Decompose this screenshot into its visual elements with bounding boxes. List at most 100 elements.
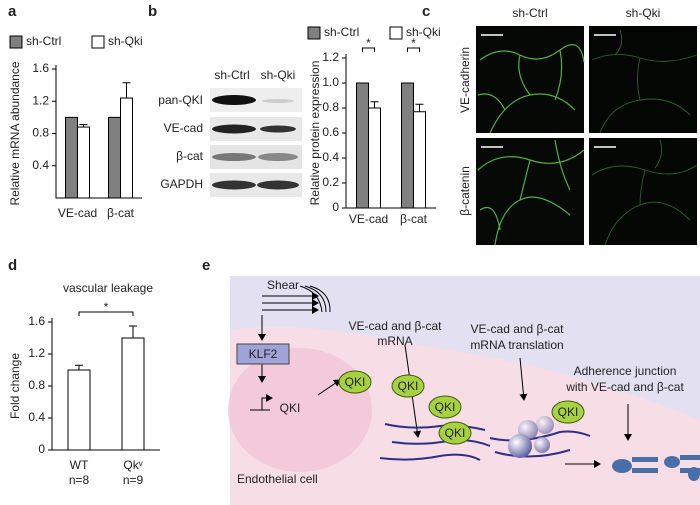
significance-bracket [362,47,375,52]
qki-oval [338,370,372,394]
x-tick-label: Qkᵛ [123,458,142,472]
qki-label: QKI [445,426,466,440]
qki-oval [428,395,462,419]
panel-label: a [8,3,17,20]
y-tick-label: 0 [38,442,45,456]
mrna-label: VE-cad and β-cat [349,319,443,333]
panel-labels: a b c d e [8,3,430,274]
legend-swatch [307,26,321,40]
charts: 0.4 0.8 1.2 1.6 Relative mRNA abundance VE-ca… [8,25,441,487]
significance-label: * [366,36,371,50]
y-axis-label: Relative mRNA abundance [8,61,22,205]
error-bar [122,82,131,99]
legend-swatch [389,26,403,40]
y-tick-label: 1.0 [322,75,339,89]
legend-swatch [91,35,105,49]
bar [401,82,414,209]
y-tick-label: 0.8 [28,378,45,392]
legend-label: sh-Ctrl [26,34,61,48]
error-bar [75,364,83,370]
bar [120,97,133,199]
y-tick-label: 1.6 [32,61,49,75]
significance-label: * [104,300,109,314]
y-tick-label: 0.4 [32,158,49,172]
x-tick-label: VE-cad [58,206,97,220]
qki-label: QKI [345,375,366,389]
x-tick-note: n=9 [123,473,144,487]
panel-label: e [202,257,210,274]
qki-label: QKI [435,400,456,414]
blot-row: GAPDH [160,177,203,191]
qki-proteins: QKI QKI QKI QKI QKI [338,370,585,445]
micrographs: sh-Ctrl sh-Qki VE-cadherin β-catenin [458,6,698,246]
y-tick-label: 0.8 [32,126,49,140]
bar [65,116,78,199]
bar [77,126,90,199]
blot-column: sh-Ctrl [214,68,249,82]
significance-label: * [411,36,416,50]
blot-row: β-cat [176,149,204,163]
x-tick-note: n=8 [69,473,90,487]
blot-row: VE-cad [164,121,203,135]
qki-label: QKI [398,379,419,393]
y-tick-label: 1.2 [32,93,49,107]
blot-column: sh-Qki [261,68,296,82]
junction-label: Adherence junction [574,364,677,378]
gene-label: QKI [280,401,301,415]
bar [108,116,121,199]
y-tick-label: 0.4 [28,410,45,424]
shear-label: Shear [267,278,299,292]
x-tick-label: VE-cad [349,212,388,226]
y-tick-label: 0 [332,200,339,214]
error-bar [79,124,88,128]
panel-label: c [422,3,430,20]
y-tick-label: 0.4 [322,150,339,164]
cell-label: Endothelial cell [237,472,318,486]
panel-label: d [8,257,17,274]
qki-oval [391,374,425,398]
micrograph-row: VE-cadherin [458,47,472,113]
error-bar [415,103,424,112]
x-tick-label: WT [70,458,89,472]
bar [121,337,145,451]
error-bar [129,325,137,338]
panel-label: b [148,3,157,20]
qki-oval [551,400,585,424]
y-tick-label: 1.2 [28,346,45,360]
western-blot: sh-Ctrl sh-Qki pan-QKI VE-cad β-cat GAPD… [158,68,302,197]
x-tick-label: β-cat [107,206,135,220]
micrograph-row: β-catenin [458,166,472,216]
x-tick-label: β-cat [400,212,428,226]
mrna-label: mRNA [377,334,412,348]
junction-label: with VE-cad and β-cat [565,380,684,394]
legend-label: sh-Qki [108,34,143,48]
y-tick-label: 1.6 [28,314,45,328]
bar [413,111,426,209]
significance-bracket [407,47,420,52]
bar [356,82,369,209]
y-tick-label: 1.2 [322,50,339,64]
legend-label: sh-Qki [406,25,441,39]
legend-label: sh-Ctrl [324,25,359,39]
y-axis-label: Fold change [8,353,22,419]
y-tick-label: 0.2 [322,175,339,189]
micrograph-column: sh-Qki [626,6,661,20]
y-tick-label: 0.8 [322,100,339,114]
micrograph-column: sh-Ctrl [512,6,547,20]
bar [368,107,381,209]
y-axis-label: Relative protein expression [308,61,322,206]
qki-oval [438,421,472,445]
y-tick-label: 0.6 [322,125,339,139]
error-bar [370,101,379,108]
schematic: KLF2 Shear QKI Endothelial cell VE-cad a… [228,276,700,505]
legend-swatch [9,35,23,49]
qki-label: QKI [558,405,579,419]
klf2-label: KLF2 [249,347,278,361]
chart-title: vascular leakage [63,281,153,295]
significance-bracket [78,311,134,316]
translation-label: VE-cad and β-cat [471,322,565,336]
blot-row: pan-QKI [158,93,203,107]
bar [67,369,91,451]
translation-label: mRNA translation [470,338,563,352]
